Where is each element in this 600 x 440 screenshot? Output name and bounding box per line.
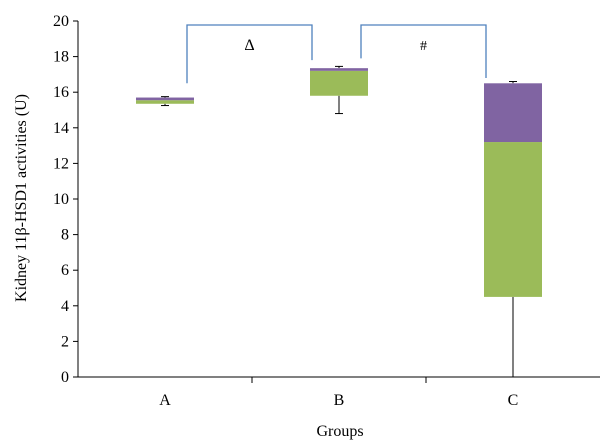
y-tick-label: 16 bbox=[53, 84, 69, 101]
significance-bracket: Δ bbox=[186, 24, 313, 84]
significance-bracket: # bbox=[360, 24, 487, 78]
y-tick-label: 8 bbox=[61, 227, 69, 244]
y-tick-label: 4 bbox=[61, 298, 69, 315]
box-upper-segment bbox=[310, 68, 368, 71]
boxes bbox=[136, 65, 542, 378]
x-tick-label: A bbox=[159, 392, 171, 409]
box-upper-segment bbox=[484, 83, 542, 143]
significance-brackets: Δ # bbox=[186, 24, 487, 84]
y-tick-label: 18 bbox=[53, 49, 69, 66]
box-A bbox=[136, 96, 194, 107]
y-tick-label: 14 bbox=[53, 120, 69, 137]
x-tick-label: B bbox=[334, 392, 345, 409]
y-tick-label: 0 bbox=[61, 369, 69, 386]
bracket-line bbox=[360, 24, 487, 78]
box-B bbox=[310, 65, 368, 115]
significance-label: # bbox=[420, 39, 427, 54]
box-lower-segment bbox=[136, 100, 194, 104]
y-tick-label: 6 bbox=[61, 262, 69, 279]
y-tick-label: 20 bbox=[53, 13, 69, 30]
box-upper-segment bbox=[136, 97, 194, 101]
significance-label: Δ bbox=[244, 37, 254, 54]
box-lower-segment bbox=[484, 142, 542, 297]
y-tick-label: 10 bbox=[53, 191, 69, 208]
x-axis-label: Groups bbox=[316, 423, 363, 440]
x-tick-label: C bbox=[508, 392, 519, 409]
box-C bbox=[484, 81, 542, 378]
y-tick-label: 12 bbox=[53, 155, 69, 172]
y-tick-label: 2 bbox=[61, 333, 69, 350]
box-lower-segment bbox=[310, 70, 368, 96]
bracket-line bbox=[186, 24, 313, 84]
y-axis-label: Kidney 11β-HSD1 activities (U) bbox=[13, 94, 30, 302]
axes: 0 2 4 6 8 10 12 14 16 18 20 A B C bbox=[53, 13, 600, 409]
